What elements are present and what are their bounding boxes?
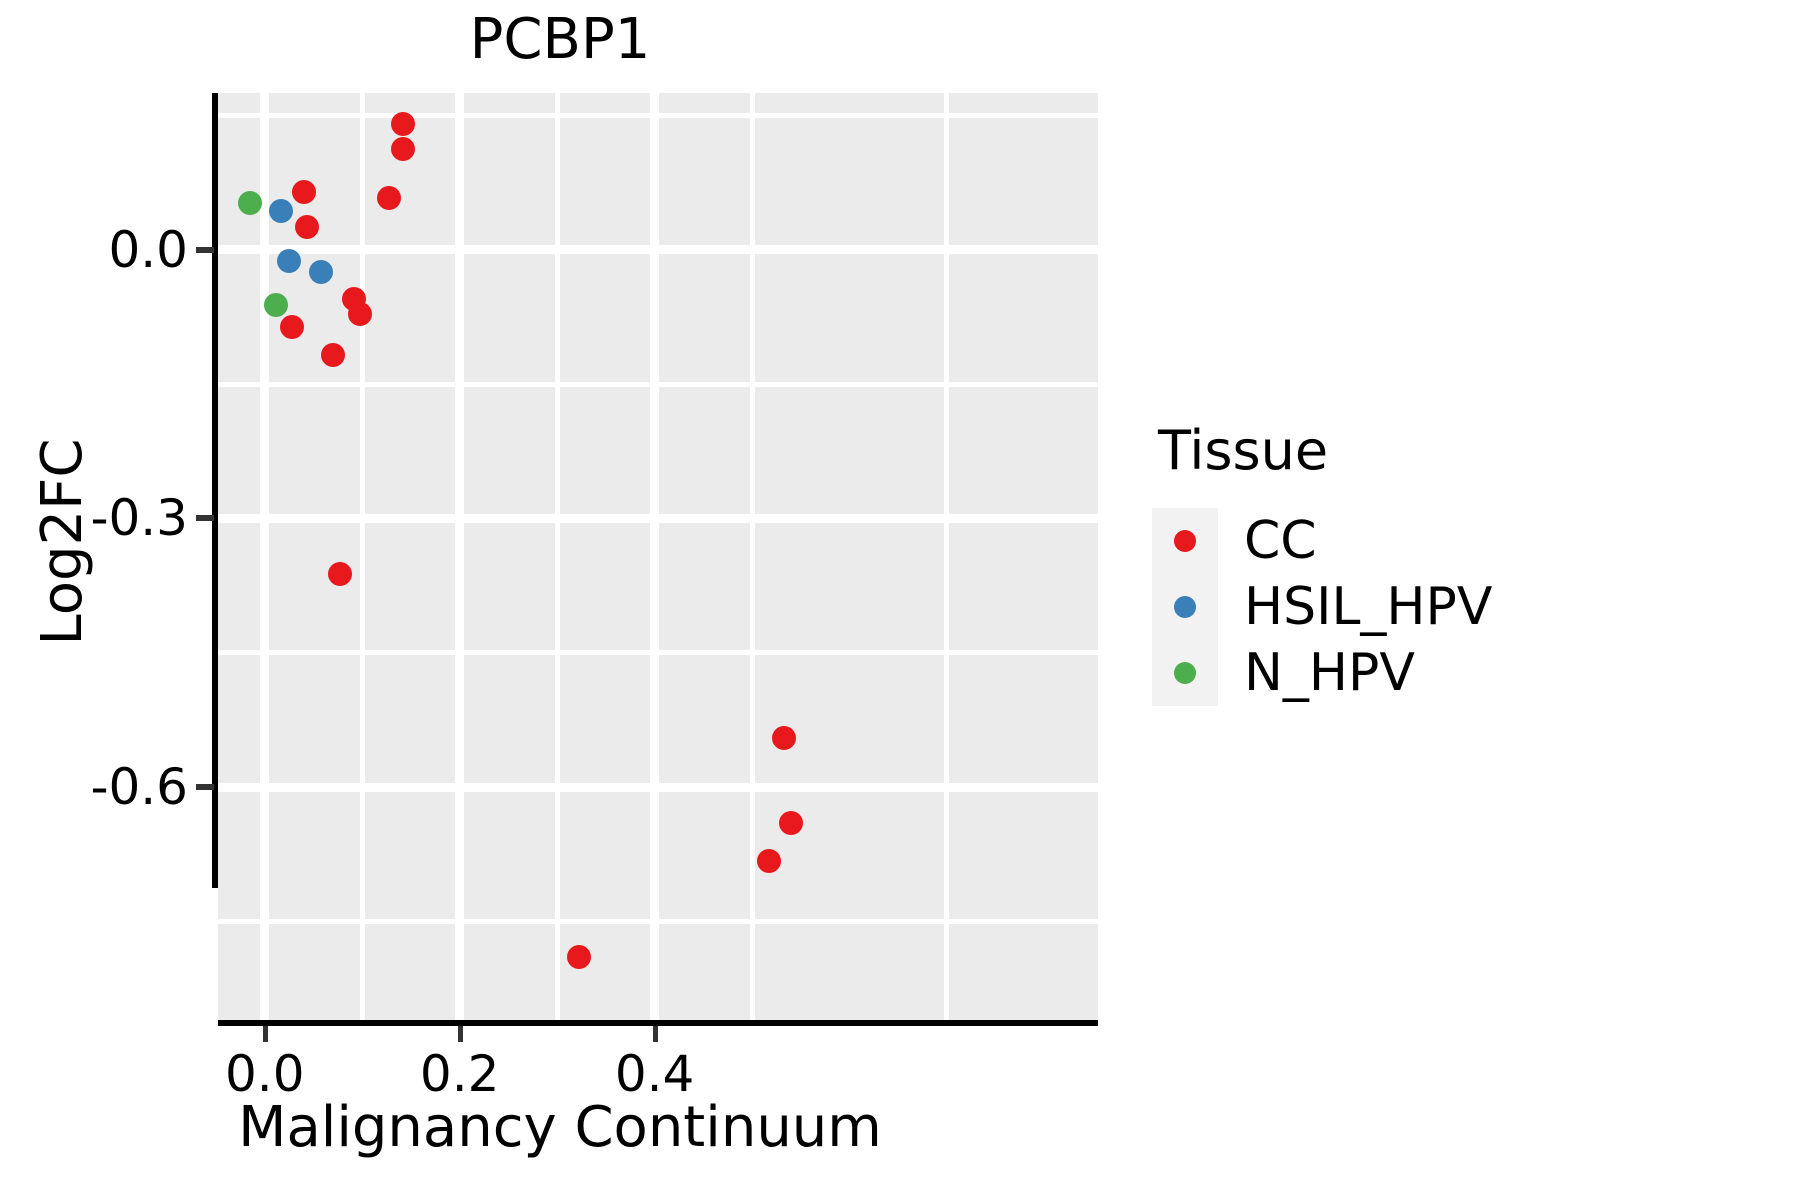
gridline-vertical: [455, 93, 465, 1020]
plot-panel: [218, 93, 1098, 1020]
legend-item-label: CC: [1244, 511, 1317, 571]
legend-entries: CC HSIL_HPV N_HPV: [1152, 508, 1582, 706]
data-point: [269, 199, 294, 224]
x-axis-line: [218, 1020, 1098, 1026]
legend-item-label: N_HPV: [1244, 643, 1415, 703]
legend-dot-icon: [1174, 596, 1196, 618]
page-title: PCBP1: [469, 7, 651, 72]
gridline-horizontal: [218, 245, 1098, 255]
data-point: [238, 191, 263, 216]
legend-title: Tissue: [1158, 419, 1329, 482]
data-point: [264, 293, 289, 318]
y-axis-tick-label: -0.3: [90, 489, 188, 548]
gridline-vertical: [359, 93, 365, 1020]
y-axis-tick-label: -0.6: [90, 758, 188, 817]
y-axis-line: [212, 93, 218, 888]
legend-key-swatch: [1152, 574, 1218, 640]
gridline-vertical: [650, 93, 660, 1020]
x-axis-tick-label: 0.2: [419, 1045, 500, 1103]
legend-item-cc[interactable]: CC: [1152, 508, 1582, 574]
data-point: [309, 260, 334, 285]
data-point: [779, 810, 804, 835]
legend-key-swatch: [1152, 508, 1218, 574]
legend-dot-icon: [1174, 662, 1196, 684]
x-axis-tick: [652, 1026, 658, 1042]
y-axis-tick: [196, 515, 214, 522]
x-axis-tick: [457, 1026, 463, 1042]
data-point: [320, 343, 345, 368]
y-axis-tick-label: 0.0: [108, 220, 188, 279]
legend-item-n-hpv[interactable]: N_HPV: [1152, 640, 1582, 706]
data-point: [391, 112, 416, 137]
data-point: [327, 561, 352, 586]
gridline-vertical: [944, 93, 950, 1020]
x-axis-tick-label: 0.4: [614, 1045, 695, 1103]
data-point: [348, 302, 373, 327]
data-point: [280, 314, 305, 339]
x-axis-tick: [262, 1026, 268, 1042]
x-axis-tick-label: 0.0: [225, 1045, 305, 1103]
gridline-vertical: [749, 93, 755, 1020]
gridline-vertical: [260, 93, 270, 1020]
legend: Tissue CC HSIL_HPV N_HPV: [1152, 420, 1582, 706]
gridline-horizontal: [218, 782, 1098, 792]
data-point: [291, 180, 316, 205]
legend-dot-icon: [1174, 530, 1196, 552]
legend-item-label: HSIL_HPV: [1244, 577, 1493, 637]
data-point: [294, 215, 319, 240]
data-point: [277, 249, 302, 274]
y-axis-tick: [196, 246, 214, 253]
legend-key-swatch: [1152, 640, 1218, 706]
data-point: [391, 136, 416, 161]
legend-item-hsil-hpv[interactable]: HSIL_HPV: [1152, 574, 1582, 640]
data-point: [566, 945, 591, 970]
y-axis-tick: [196, 784, 214, 791]
data-point: [772, 725, 797, 750]
gridline-horizontal: [218, 513, 1098, 523]
data-point: [756, 848, 781, 873]
x-axis-title: Malignancy Continuum: [238, 1095, 882, 1160]
gridline-vertical: [554, 93, 560, 1020]
data-point: [376, 185, 401, 210]
